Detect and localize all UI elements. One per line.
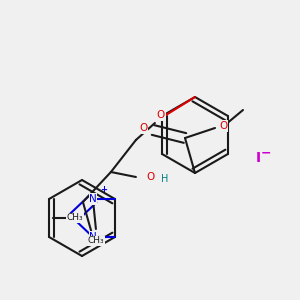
Text: CH₃: CH₃ (88, 236, 104, 245)
Text: I: I (255, 151, 261, 165)
Text: O: O (139, 123, 147, 133)
Text: O: O (157, 110, 165, 120)
Text: N: N (89, 194, 97, 204)
Text: +: + (100, 185, 107, 194)
Text: O: O (147, 172, 155, 182)
Text: −: − (261, 146, 271, 160)
Text: O: O (219, 121, 227, 131)
Text: H: H (161, 174, 168, 184)
Text: CH₃: CH₃ (67, 214, 83, 223)
Text: N: N (89, 232, 97, 242)
